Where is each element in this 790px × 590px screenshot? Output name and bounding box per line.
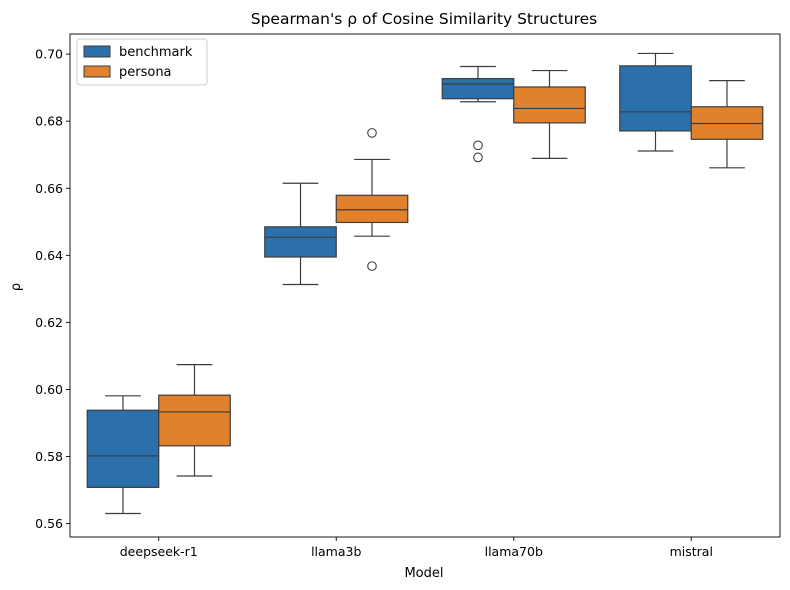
outlier-point (473, 152, 483, 163)
box-benchmark-deepseek-r1 (86, 395, 160, 515)
box-persona-llama3b (335, 128, 409, 271)
box-benchmark-llama3b (264, 182, 337, 286)
outlier-point (367, 261, 377, 271)
y-tick-label: 0.64 (35, 248, 63, 263)
outlier-point (473, 140, 483, 151)
legend-swatch (83, 65, 111, 78)
x-tick-label: deepseek-r1 (120, 544, 198, 559)
iqr-box (513, 86, 586, 124)
plot-area (86, 52, 764, 515)
legend: benchmark persona (76, 38, 208, 86)
iqr-box (86, 409, 160, 488)
iqr-box (158, 394, 231, 447)
y-tick-label: 0.60 (35, 382, 63, 397)
x-tick-label: llama3b (311, 544, 361, 559)
iqr-box (441, 77, 515, 100)
iqr-box (619, 65, 692, 132)
y-tick-label: 0.70 (35, 47, 63, 62)
y-tick-label: 0.56 (35, 516, 63, 531)
box-benchmark-mistral (619, 52, 692, 152)
legend-swatch (83, 45, 111, 58)
x-tick-label: llama70b (485, 544, 543, 559)
iqr-box (264, 226, 337, 258)
x-tick-label: mistral (670, 544, 713, 559)
y-tick-label: 0.62 (35, 315, 63, 330)
iqr-box (335, 194, 409, 224)
y-axis-label: ρ (9, 283, 24, 291)
axes: 0.56 0.58 0.60 0.62 0.64 0.66 0.68 0.70 deepseek… (35, 33, 781, 559)
legend-entry-persona: persona (83, 65, 172, 80)
y-tick-label: 0.66 (35, 181, 63, 196)
legend-label: persona (119, 65, 172, 80)
outlier-point (367, 128, 377, 138)
chart-title: Spearman's ρ of Cosine Similarity Struct… (251, 10, 598, 28)
y-tick-label: 0.58 (35, 449, 63, 464)
box-persona-mistral (690, 80, 764, 169)
box-persona-llama70b (513, 69, 586, 160)
legend-entry-benchmark: benchmark (83, 45, 193, 60)
x-axis-label: Model (404, 566, 443, 581)
box-benchmark-llama70b (441, 65, 515, 163)
y-tick-label: 0.68 (35, 114, 63, 129)
legend-label: benchmark (119, 45, 193, 60)
plot-frame (69, 33, 781, 538)
box-persona-deepseek-r1 (158, 364, 231, 477)
